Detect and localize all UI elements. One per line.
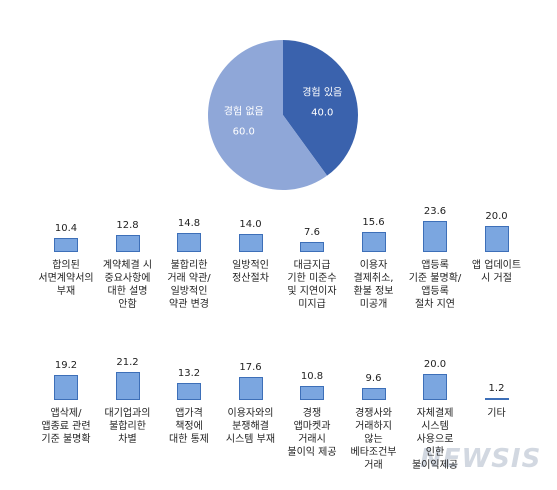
value-label: 10.8 (300, 370, 324, 382)
value-label: 19.2 (54, 360, 78, 372)
category-label: 앱등록 기준 불명확/ 앱등록 절차 지연 (408, 260, 462, 310)
value-label: 13.2 (177, 367, 201, 379)
bar (177, 382, 201, 400)
bar (54, 238, 78, 252)
value-label: 21.2 (116, 357, 139, 369)
pie-chart: 경험 있음 40.0 경험 없음 60.0 (208, 40, 359, 190)
category-label: 합의된 서면계약서의 부재 (38, 260, 94, 297)
bar (484, 226, 509, 252)
category-label: 앱삭제/ 앱종료 관련 기준 불명확 (41, 408, 91, 445)
bar (238, 377, 263, 400)
category-label: 이용자 결제취소, 환불 정보 미공개 (353, 260, 394, 310)
category-label: 이용자와의 분쟁해결 시스템 부재 (225, 408, 276, 445)
watermark: NEWSIS (420, 444, 542, 474)
pie-slice (283, 40, 359, 176)
slice-label: 경험 없음 (224, 104, 264, 117)
category-label: 불합리한 거래 약관/ 일방적인 약관 변경 (167, 260, 211, 310)
value-label: 15.6 (362, 216, 385, 228)
value-label: 20.0 (423, 359, 447, 370)
bar (300, 385, 324, 400)
value-label: 20.0 (485, 211, 508, 222)
slice-value: 40.0 (311, 108, 333, 119)
bar (484, 398, 509, 401)
bar (361, 231, 386, 252)
value-label: 9.6 (365, 372, 382, 384)
bar (115, 235, 140, 252)
category-label: 앱 업데이트 시 거절 (471, 260, 522, 284)
bar (115, 372, 140, 400)
value-label: 14.0 (239, 218, 262, 230)
value-label: 1.2 (488, 383, 505, 395)
value-label: 10.4 (54, 223, 78, 235)
slice-label: 경험 있음 (302, 86, 342, 99)
category-label: 자체결제 시스템 사용으로 인한 불이익제공 (412, 408, 458, 471)
value-label: 12.8 (116, 220, 139, 232)
bar (361, 387, 386, 400)
value-label: 23.6 (423, 206, 447, 218)
bar (54, 375, 78, 400)
value-label: 14.8 (177, 217, 201, 229)
category-label: 계약체결 시 중요사항에 대한 설명 안함 (102, 260, 153, 310)
bar (423, 221, 447, 252)
bar (238, 233, 263, 252)
category-label: 기타 (487, 408, 506, 419)
bar (423, 374, 447, 400)
category-label: 앱가격 책정에 대한 통제 (169, 408, 209, 445)
category-label: 대기업과의 불합리한 차별 (104, 408, 151, 445)
pie-slice (208, 40, 328, 190)
category-label: 경쟁사와 거래하지 않는 베타조건부 거래 (350, 408, 397, 471)
value-label: 7.6 (304, 227, 320, 239)
bar (177, 232, 201, 252)
category-label: 일방적인 정산절차 (232, 260, 269, 284)
category-label: 경쟁 앱마켓과 거래시 불이익 제공 (287, 408, 337, 458)
bar (300, 242, 324, 252)
slice-value: 60.0 (233, 126, 255, 137)
value-label: 17.6 (239, 362, 262, 374)
category-label: 대금지급 기한 미준수 및 지연이자 미지급 (287, 260, 337, 310)
